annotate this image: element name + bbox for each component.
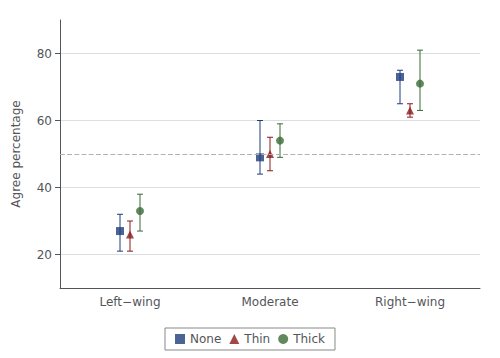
svg-text:Left−wing: Left−wing (99, 295, 160, 309)
svg-text:20: 20 (37, 248, 52, 262)
svg-text:None: None (190, 332, 221, 346)
svg-text:80: 80 (37, 47, 52, 61)
svg-text:Right−wing: Right−wing (375, 295, 445, 309)
svg-text:40: 40 (37, 181, 52, 195)
svg-text:Agree percentage: Agree percentage (9, 100, 23, 207)
svg-text:Thick: Thick (292, 332, 325, 346)
svg-text:Thin: Thin (243, 332, 270, 346)
svg-text:Moderate: Moderate (241, 295, 298, 309)
svg-text:60: 60 (37, 114, 52, 128)
